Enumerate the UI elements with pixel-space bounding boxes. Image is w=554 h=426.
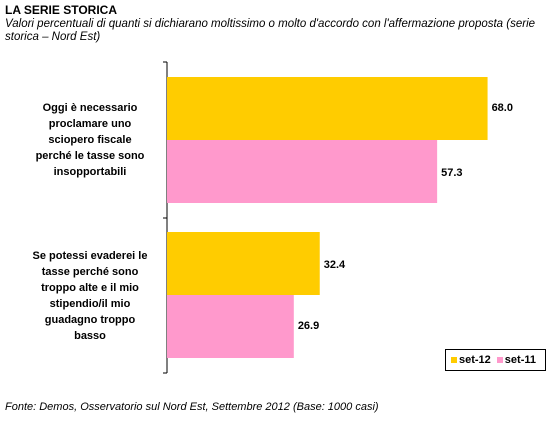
legend: set-12 set-11 [445, 349, 546, 371]
category-label-2: Se potessi evaderei le tasse perché sono t… [20, 248, 160, 344]
category-label-line: basso [74, 330, 106, 342]
source-note: Fonte: Demos, Osservatorio sul Nord Est,… [5, 401, 379, 413]
chart-title: LA SERIE STORICA [5, 3, 118, 17]
category-label-line: tasse perché sono [41, 266, 139, 278]
bar-set-11-cat1 [167, 140, 438, 203]
data-label-set-12-cat1: 68.0 [492, 102, 513, 114]
legend-swatch-set-11 [496, 357, 503, 363]
category-label-line: sciopero fiscale [48, 134, 132, 146]
category-label-line: stipendio/il mio [49, 298, 131, 310]
category-label-line: insopportabili [53, 166, 127, 178]
data-label-set-11-cat2: 26.9 [298, 320, 319, 332]
legend-label-set-11: set-11 [504, 354, 536, 366]
category-label-line: Se potessi evaderei le [32, 250, 148, 262]
legend-swatch-set-12 [451, 357, 457, 363]
data-label-set-12-cat2: 32.4 [324, 259, 346, 271]
category-label-line: troppo alte e il mio [41, 282, 139, 294]
legend-item-set-12: set-12 [451, 354, 491, 366]
category-label-1: Oggi è necessario proclamare uno sciopero … [20, 100, 160, 180]
chart-subtitle: Valori percentuali di quanti si dichiara… [5, 18, 536, 43]
data-label-set-11-cat1: 57.3 [441, 167, 462, 179]
category-label-line: perché le tasse sono [35, 150, 145, 162]
legend-item-set-11: set-11 [496, 354, 536, 366]
category-label-line: proclamare uno [48, 118, 132, 130]
bar-set-12-cat1 [167, 77, 488, 140]
bar-set-11-cat2 [167, 295, 294, 358]
category-label-line: Oggi è necessario [42, 102, 138, 114]
bar-set-12-cat2 [167, 232, 320, 295]
category-label-line: guadagno troppo [44, 314, 136, 326]
legend-label-set-12: set-12 [459, 354, 491, 366]
